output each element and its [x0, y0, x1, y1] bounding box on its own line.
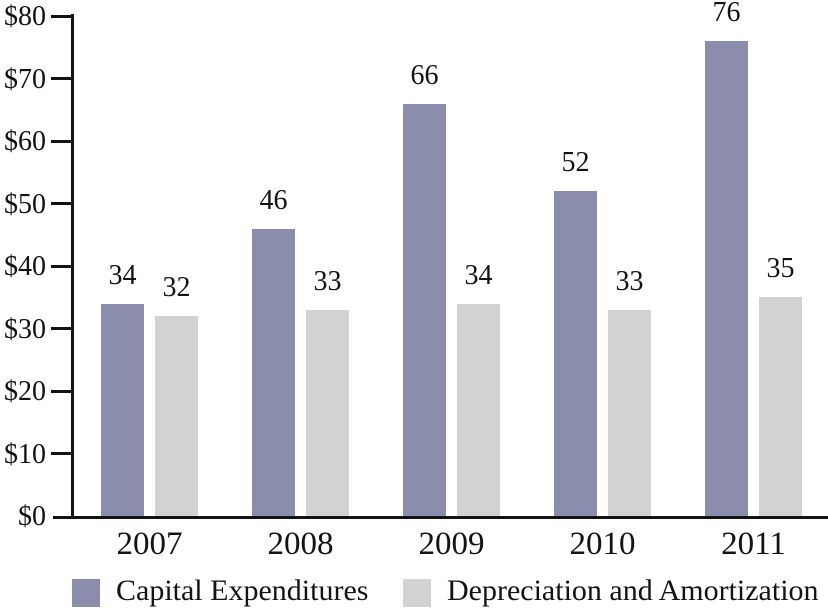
- legend-label-capital-expenditures: Capital Expenditures: [116, 574, 369, 607]
- bar-depreciation-and-amortization-2008: [306, 309, 349, 516]
- x-category-label-2009: 2009: [418, 526, 485, 562]
- y-tick: [51, 14, 73, 18]
- y-tick: [51, 389, 73, 393]
- y-tick-label: $10: [4, 438, 46, 470]
- y-tick-label: $70: [4, 63, 46, 95]
- y-tick: [51, 327, 73, 330]
- x-category-label-2011: 2011: [721, 526, 786, 562]
- bar-value-label-capital-expenditures-2007: 34: [108, 259, 137, 291]
- bar-value-label-capital-expenditures-2009: 66: [410, 59, 439, 91]
- y-tick: [51, 77, 73, 80]
- bar-value-label-capital-expenditures-2011: 76: [712, 0, 741, 28]
- bar-depreciation-and-amortization-2011: [759, 297, 802, 516]
- bar-value-label-depreciation-and-amortization-2010: 33: [615, 265, 644, 297]
- y-tick-label: $60: [4, 126, 46, 157]
- bar-value-label-capital-expenditures-2008: 46: [259, 184, 288, 216]
- y-tick-label: $50: [4, 188, 46, 220]
- y-tick: [51, 452, 73, 455]
- bar-capital-expenditures-2008: [252, 228, 295, 516]
- legend-label-depreciation-and-amortization: Depreciation and Amortization: [447, 574, 819, 607]
- x-category-label-2010: 2010: [569, 526, 636, 562]
- bar-depreciation-and-amortization-2010: [608, 309, 651, 516]
- y-tick-label: $40: [4, 251, 46, 282]
- y-tick: [51, 202, 73, 205]
- bar-value-label-depreciation-and-amortization-2011: 35: [766, 253, 795, 285]
- legend-swatch-capital-expenditures: [72, 579, 100, 607]
- bar-value-label-capital-expenditures-2010: 52: [561, 147, 590, 178]
- bar-capital-expenditures-2011: [705, 41, 748, 516]
- legend-swatch-depreciation-and-amortization: [403, 579, 431, 607]
- bar-capital-expenditures-2010: [554, 191, 597, 516]
- x-category-label-2007: 2007: [116, 526, 183, 562]
- bar-capital-expenditures-2009: [403, 103, 446, 516]
- y-tick-label: $80: [4, 1, 46, 32]
- bar-depreciation-and-amortization-2009: [457, 303, 500, 516]
- y-tick-label: $0: [18, 501, 46, 532]
- x-category-label-2008: 2008: [267, 526, 334, 562]
- y-tick: [51, 139, 73, 143]
- legend: Capital Expenditures Depreciation and Am…: [0, 570, 828, 614]
- x-axis-line: [53, 516, 828, 519]
- y-tick-label: $30: [4, 313, 46, 345]
- bar-value-label-depreciation-and-amortization-2009: 34: [464, 259, 493, 291]
- y-tick-label: $20: [4, 376, 46, 407]
- bar-capital-expenditures-2007: [101, 303, 144, 516]
- bar-depreciation-and-amortization-2007: [155, 316, 198, 516]
- y-tick: [51, 264, 73, 268]
- bar-value-label-depreciation-and-amortization-2007: 32: [162, 272, 191, 303]
- bar-value-label-depreciation-and-amortization-2008: 33: [313, 265, 342, 297]
